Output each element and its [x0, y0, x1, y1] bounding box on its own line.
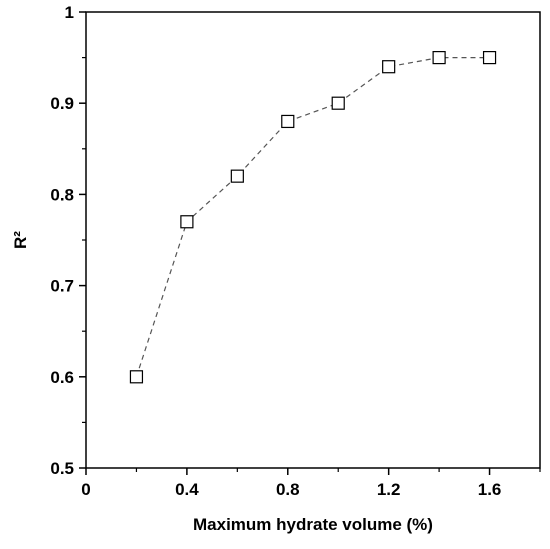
data-point — [482, 50, 497, 65]
y-tick-label: 0.8 — [50, 185, 74, 204]
data-point — [180, 215, 194, 229]
x-tick-label: 0 — [81, 480, 90, 499]
x-tick-label: 0.4 — [175, 480, 199, 499]
axes: 0 0.4 0.8 1.2 1.6 0.5 0.6 0.7 0.8 0.9 1 — [50, 3, 541, 499]
x-tick-label: 1.6 — [478, 480, 502, 499]
y-tick-label: 0.5 — [50, 459, 74, 478]
data-point — [281, 114, 295, 129]
series-line — [135, 56, 490, 377]
y-tick-label: 0.6 — [50, 368, 74, 387]
data-point — [331, 96, 345, 110]
x-tick-label: 0.8 — [276, 480, 300, 499]
y-tick-label: 0.7 — [50, 277, 74, 296]
data-point — [382, 60, 396, 74]
data-point — [432, 50, 446, 65]
y-tick-label: 1 — [65, 3, 74, 22]
data-point — [230, 169, 244, 183]
x-axis-title: Maximum hydrate volume (%) — [193, 515, 433, 534]
series-layer — [129, 50, 497, 384]
plot-frame — [85, 11, 541, 469]
data-point — [129, 370, 144, 384]
y-tick-label: 0.9 — [50, 94, 74, 113]
y-axis-title: R² — [11, 231, 30, 249]
x-tick-label: 1.2 — [377, 480, 401, 499]
